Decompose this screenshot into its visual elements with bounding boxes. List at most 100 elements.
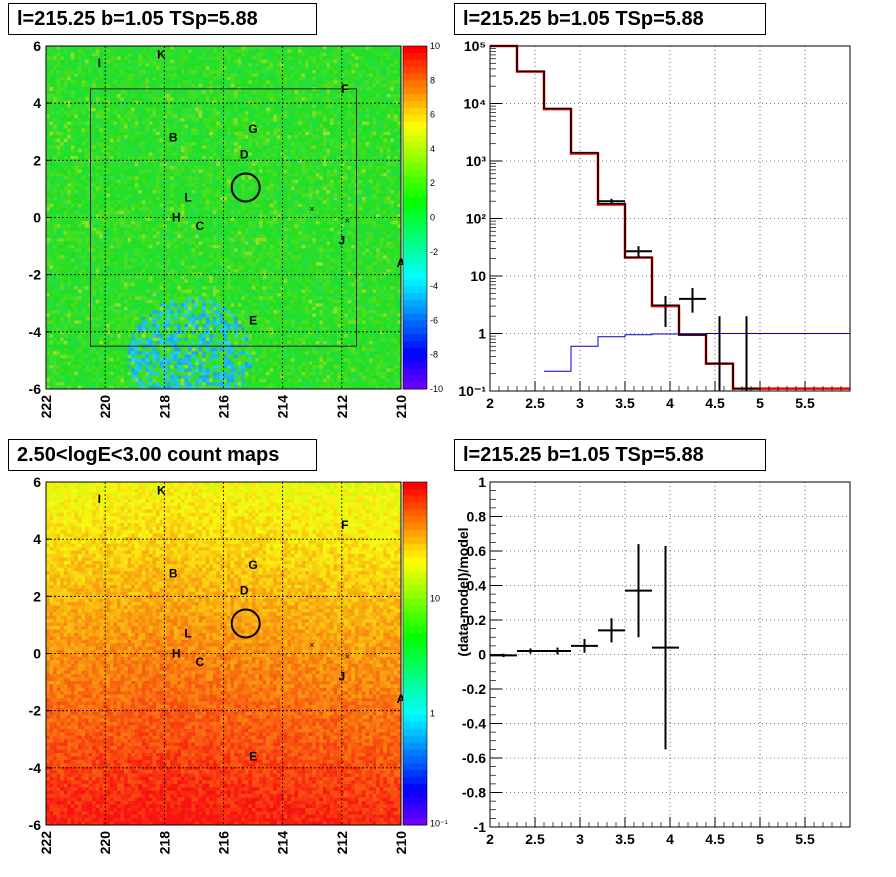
source-label-J: J <box>338 669 345 683</box>
colorbar-band <box>403 804 427 811</box>
x-tick-label: 2.5 <box>525 395 545 411</box>
y-tick-label: -2 <box>29 703 42 719</box>
x-tick-label: 214 <box>275 831 291 855</box>
colorbar-band <box>403 681 427 688</box>
colorbar-band <box>403 94 427 101</box>
y-tick-label: 4 <box>33 95 41 111</box>
colorbar-band <box>403 341 427 348</box>
colorbar-band <box>403 80 427 87</box>
x-tick-label: 2 <box>486 395 494 411</box>
colorbar-band <box>403 777 427 784</box>
colorbar-band <box>403 544 427 551</box>
colorbar-band <box>403 46 427 53</box>
cross-marker: × <box>345 215 350 225</box>
colorbar-band <box>403 115 427 122</box>
colorbar-band <box>403 73 427 80</box>
colorbar-band <box>403 585 427 592</box>
colorbar-band <box>403 231 427 238</box>
colorbar-band <box>403 811 427 818</box>
colorbar-band <box>403 320 427 327</box>
y-tick-label: 0 <box>33 210 41 226</box>
colorbar-tick-label: -8 <box>430 350 438 360</box>
colorbar-band <box>403 67 427 74</box>
colorbar-band <box>403 619 427 626</box>
colorbar-band <box>403 489 427 496</box>
colorbar-band <box>403 818 427 825</box>
y-tick-label: 10⁻¹ <box>458 383 486 399</box>
colorbar-band <box>403 108 427 115</box>
x-tick-label: 3 <box>576 831 584 847</box>
y-tick-label: -6 <box>29 817 42 833</box>
x-tick-label: 218 <box>156 395 172 419</box>
data-point <box>652 546 679 750</box>
colorbar-tick-label: 8 <box>430 75 435 85</box>
colorbar-band <box>403 279 427 286</box>
colorbar-band <box>403 348 427 355</box>
data-point <box>517 648 544 653</box>
colorbar-band <box>403 763 427 770</box>
colorbar-band <box>403 142 427 149</box>
colorbar-band <box>403 314 427 321</box>
x-tick-label: 5.5 <box>795 831 815 847</box>
x-tick-label: 222 <box>38 831 54 855</box>
colorbar-band <box>403 482 427 489</box>
colorbar-band <box>403 211 427 218</box>
colorbar-band <box>403 633 427 640</box>
colorbar-band <box>403 640 427 647</box>
source-label-K: K <box>157 48 166 62</box>
x-tick-label: 3.5 <box>615 831 635 847</box>
y-axis-label: (data-model)/model <box>455 527 471 656</box>
x-tick-label: 5 <box>756 395 764 411</box>
source-label-G: G <box>248 122 257 136</box>
colorbar-band <box>403 128 427 135</box>
colorbar-tick-label: 10 <box>430 594 440 604</box>
y-tick-label: -0.4 <box>462 716 486 732</box>
y-tick-label: -0.2 <box>462 681 486 697</box>
colorbar-band <box>403 551 427 558</box>
colorbar-band <box>403 245 427 252</box>
colorbar-band <box>403 688 427 695</box>
source-label-E: E <box>249 313 257 327</box>
x-tick-label: 5.5 <box>795 395 815 411</box>
y-tick-label: 1 <box>478 326 486 342</box>
data-point <box>571 639 598 653</box>
colorbar-band <box>403 163 427 170</box>
colorbar-tick-label: 2 <box>430 178 435 188</box>
colorbar-band <box>403 791 427 798</box>
blue-step-series <box>544 334 850 372</box>
colorbar-band <box>403 293 427 300</box>
colorbar-band <box>403 564 427 571</box>
data-point <box>598 618 625 642</box>
x-tick-label: 220 <box>97 831 113 855</box>
colorbar <box>403 46 427 390</box>
colorbar-band <box>403 537 427 544</box>
spectrum-title: l=215.25 b=1.05 TSp=5.88 <box>454 3 766 35</box>
colorbar-band <box>403 667 427 674</box>
colorbar-band <box>403 530 427 537</box>
colorbar-band <box>403 334 427 341</box>
colorbar-band <box>403 204 427 211</box>
colorbar-band <box>403 375 427 382</box>
colorbar-band <box>403 571 427 578</box>
colorbar-band <box>403 750 427 757</box>
y-tick-label: -4 <box>29 760 42 776</box>
source-label-D: D <box>240 584 249 598</box>
colorbar-tick-label: 4 <box>430 144 435 154</box>
y-tick-label: -6 <box>29 381 42 397</box>
colorbar-band <box>403 557 427 564</box>
x-tick-label: 220 <box>97 395 113 419</box>
source-label-D: D <box>240 148 249 162</box>
y-tick-label: 4 <box>33 531 41 547</box>
colorbar-band <box>403 708 427 715</box>
colorbar-band <box>403 743 427 750</box>
colorbar-band <box>403 770 427 777</box>
x-tick-label: 3.5 <box>615 395 635 411</box>
x-tick-label: 216 <box>216 831 232 855</box>
y-tick-label: -0.8 <box>462 785 486 801</box>
colorbar-band <box>403 272 427 279</box>
y-tick-label: 10⁵ <box>464 38 486 54</box>
ratio-grid <box>490 482 850 827</box>
y-tick-label: 0 <box>33 646 41 662</box>
